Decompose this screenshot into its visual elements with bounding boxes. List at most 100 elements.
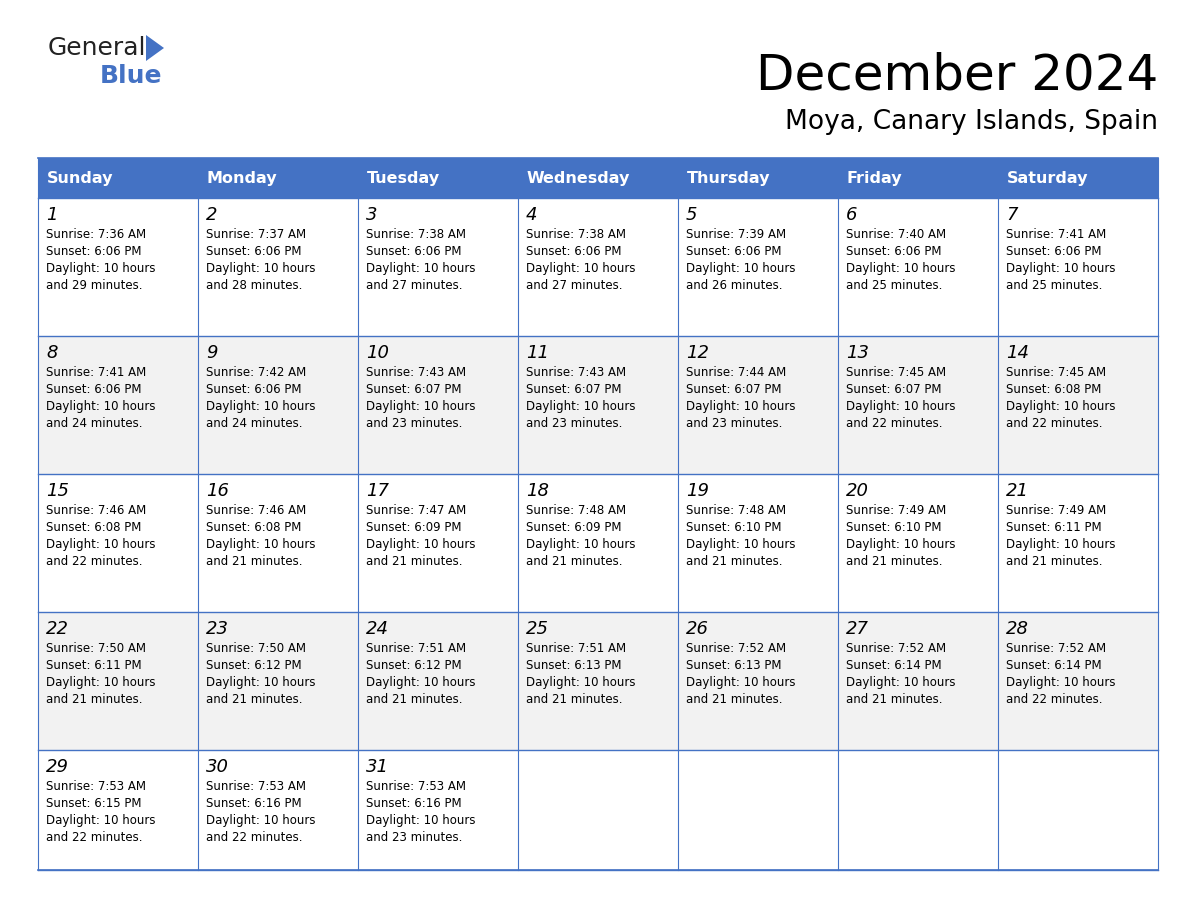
- Text: Sunset: 6:12 PM: Sunset: 6:12 PM: [206, 659, 302, 672]
- Text: Sunset: 6:10 PM: Sunset: 6:10 PM: [685, 521, 782, 534]
- Text: Moya, Canary Islands, Spain: Moya, Canary Islands, Spain: [785, 109, 1158, 135]
- Text: 13: 13: [846, 344, 868, 362]
- Text: Sunrise: 7:46 AM: Sunrise: 7:46 AM: [46, 504, 146, 517]
- Text: 11: 11: [526, 344, 549, 362]
- Text: and 21 minutes.: and 21 minutes.: [526, 555, 623, 568]
- Text: 15: 15: [46, 482, 69, 500]
- Bar: [358, 158, 518, 198]
- Text: 1: 1: [46, 206, 57, 224]
- Text: Sunset: 6:11 PM: Sunset: 6:11 PM: [46, 659, 141, 672]
- Text: 29: 29: [46, 758, 69, 776]
- Text: and 21 minutes.: and 21 minutes.: [685, 693, 783, 706]
- Bar: [838, 158, 998, 198]
- Bar: [998, 158, 1158, 198]
- Text: and 23 minutes.: and 23 minutes.: [526, 417, 623, 430]
- Text: Daylight: 10 hours: Daylight: 10 hours: [685, 538, 796, 551]
- Text: and 21 minutes.: and 21 minutes.: [206, 693, 303, 706]
- Text: 19: 19: [685, 482, 709, 500]
- Bar: [358, 474, 518, 612]
- Bar: [678, 198, 838, 336]
- Text: Daylight: 10 hours: Daylight: 10 hours: [1006, 262, 1116, 275]
- Text: and 23 minutes.: and 23 minutes.: [366, 831, 462, 844]
- Text: December 2024: December 2024: [756, 51, 1158, 99]
- Text: 30: 30: [206, 758, 229, 776]
- Text: Daylight: 10 hours: Daylight: 10 hours: [366, 676, 475, 689]
- Text: and 21 minutes.: and 21 minutes.: [685, 555, 783, 568]
- Text: Sunset: 6:06 PM: Sunset: 6:06 PM: [846, 245, 942, 258]
- Text: Sunset: 6:09 PM: Sunset: 6:09 PM: [366, 521, 461, 534]
- Bar: [198, 474, 358, 612]
- Text: Sunrise: 7:51 AM: Sunrise: 7:51 AM: [366, 642, 466, 655]
- Text: Daylight: 10 hours: Daylight: 10 hours: [46, 814, 156, 827]
- Text: Sunset: 6:07 PM: Sunset: 6:07 PM: [685, 383, 782, 396]
- Text: and 22 minutes.: and 22 minutes.: [46, 831, 143, 844]
- Bar: [198, 612, 358, 750]
- Text: 25: 25: [526, 620, 549, 638]
- Text: Sunrise: 7:46 AM: Sunrise: 7:46 AM: [206, 504, 307, 517]
- Text: Daylight: 10 hours: Daylight: 10 hours: [46, 676, 156, 689]
- Text: Wednesday: Wednesday: [527, 171, 631, 185]
- Text: Daylight: 10 hours: Daylight: 10 hours: [846, 400, 955, 413]
- Text: Sunrise: 7:53 AM: Sunrise: 7:53 AM: [46, 780, 146, 793]
- Text: 23: 23: [206, 620, 229, 638]
- Text: Daylight: 10 hours: Daylight: 10 hours: [206, 400, 316, 413]
- Text: Daylight: 10 hours: Daylight: 10 hours: [846, 676, 955, 689]
- Text: Sunset: 6:06 PM: Sunset: 6:06 PM: [526, 245, 621, 258]
- Text: Sunrise: 7:43 AM: Sunrise: 7:43 AM: [526, 366, 626, 379]
- Text: 31: 31: [366, 758, 388, 776]
- Text: 4: 4: [526, 206, 537, 224]
- Text: Daylight: 10 hours: Daylight: 10 hours: [846, 538, 955, 551]
- Text: Daylight: 10 hours: Daylight: 10 hours: [46, 538, 156, 551]
- Text: and 24 minutes.: and 24 minutes.: [206, 417, 303, 430]
- Text: Sunset: 6:15 PM: Sunset: 6:15 PM: [46, 797, 141, 810]
- Text: and 22 minutes.: and 22 minutes.: [846, 417, 942, 430]
- Text: and 21 minutes.: and 21 minutes.: [846, 555, 942, 568]
- Text: and 25 minutes.: and 25 minutes.: [846, 279, 942, 292]
- Text: Daylight: 10 hours: Daylight: 10 hours: [846, 262, 955, 275]
- Text: Sunrise: 7:41 AM: Sunrise: 7:41 AM: [46, 366, 146, 379]
- Text: and 21 minutes.: and 21 minutes.: [366, 555, 462, 568]
- Bar: [998, 198, 1158, 336]
- Text: Daylight: 10 hours: Daylight: 10 hours: [1006, 676, 1116, 689]
- Text: Daylight: 10 hours: Daylight: 10 hours: [685, 676, 796, 689]
- Bar: [678, 336, 838, 474]
- Bar: [518, 750, 678, 870]
- Bar: [518, 474, 678, 612]
- Text: Sunrise: 7:39 AM: Sunrise: 7:39 AM: [685, 228, 786, 241]
- Bar: [38, 336, 198, 474]
- Text: 14: 14: [1006, 344, 1029, 362]
- Text: Daylight: 10 hours: Daylight: 10 hours: [366, 400, 475, 413]
- Text: Sunset: 6:08 PM: Sunset: 6:08 PM: [46, 521, 141, 534]
- Text: Sunset: 6:07 PM: Sunset: 6:07 PM: [846, 383, 942, 396]
- Text: Daylight: 10 hours: Daylight: 10 hours: [526, 538, 636, 551]
- Text: Sunset: 6:08 PM: Sunset: 6:08 PM: [206, 521, 302, 534]
- Text: and 26 minutes.: and 26 minutes.: [685, 279, 783, 292]
- Bar: [518, 612, 678, 750]
- Text: Daylight: 10 hours: Daylight: 10 hours: [685, 400, 796, 413]
- Bar: [198, 158, 358, 198]
- Text: and 21 minutes.: and 21 minutes.: [366, 693, 462, 706]
- Text: Sunrise: 7:53 AM: Sunrise: 7:53 AM: [366, 780, 466, 793]
- Text: 7: 7: [1006, 206, 1017, 224]
- Bar: [358, 750, 518, 870]
- Text: Sunset: 6:06 PM: Sunset: 6:06 PM: [366, 245, 461, 258]
- Bar: [358, 336, 518, 474]
- Text: and 21 minutes.: and 21 minutes.: [46, 693, 143, 706]
- Text: Daylight: 10 hours: Daylight: 10 hours: [685, 262, 796, 275]
- Text: Sunset: 6:10 PM: Sunset: 6:10 PM: [846, 521, 942, 534]
- Text: and 23 minutes.: and 23 minutes.: [685, 417, 783, 430]
- Text: Daylight: 10 hours: Daylight: 10 hours: [206, 538, 316, 551]
- Text: Sunrise: 7:52 AM: Sunrise: 7:52 AM: [1006, 642, 1106, 655]
- Text: Sunrise: 7:45 AM: Sunrise: 7:45 AM: [1006, 366, 1106, 379]
- Text: Sunrise: 7:36 AM: Sunrise: 7:36 AM: [46, 228, 146, 241]
- Text: Sunrise: 7:51 AM: Sunrise: 7:51 AM: [526, 642, 626, 655]
- Bar: [38, 750, 198, 870]
- Bar: [198, 750, 358, 870]
- Text: Sunrise: 7:49 AM: Sunrise: 7:49 AM: [1006, 504, 1106, 517]
- Text: Sunrise: 7:47 AM: Sunrise: 7:47 AM: [366, 504, 466, 517]
- Text: Sunset: 6:06 PM: Sunset: 6:06 PM: [206, 383, 302, 396]
- Text: Friday: Friday: [847, 171, 903, 185]
- Text: and 22 minutes.: and 22 minutes.: [1006, 417, 1102, 430]
- Text: Sunset: 6:09 PM: Sunset: 6:09 PM: [526, 521, 621, 534]
- Text: and 24 minutes.: and 24 minutes.: [46, 417, 143, 430]
